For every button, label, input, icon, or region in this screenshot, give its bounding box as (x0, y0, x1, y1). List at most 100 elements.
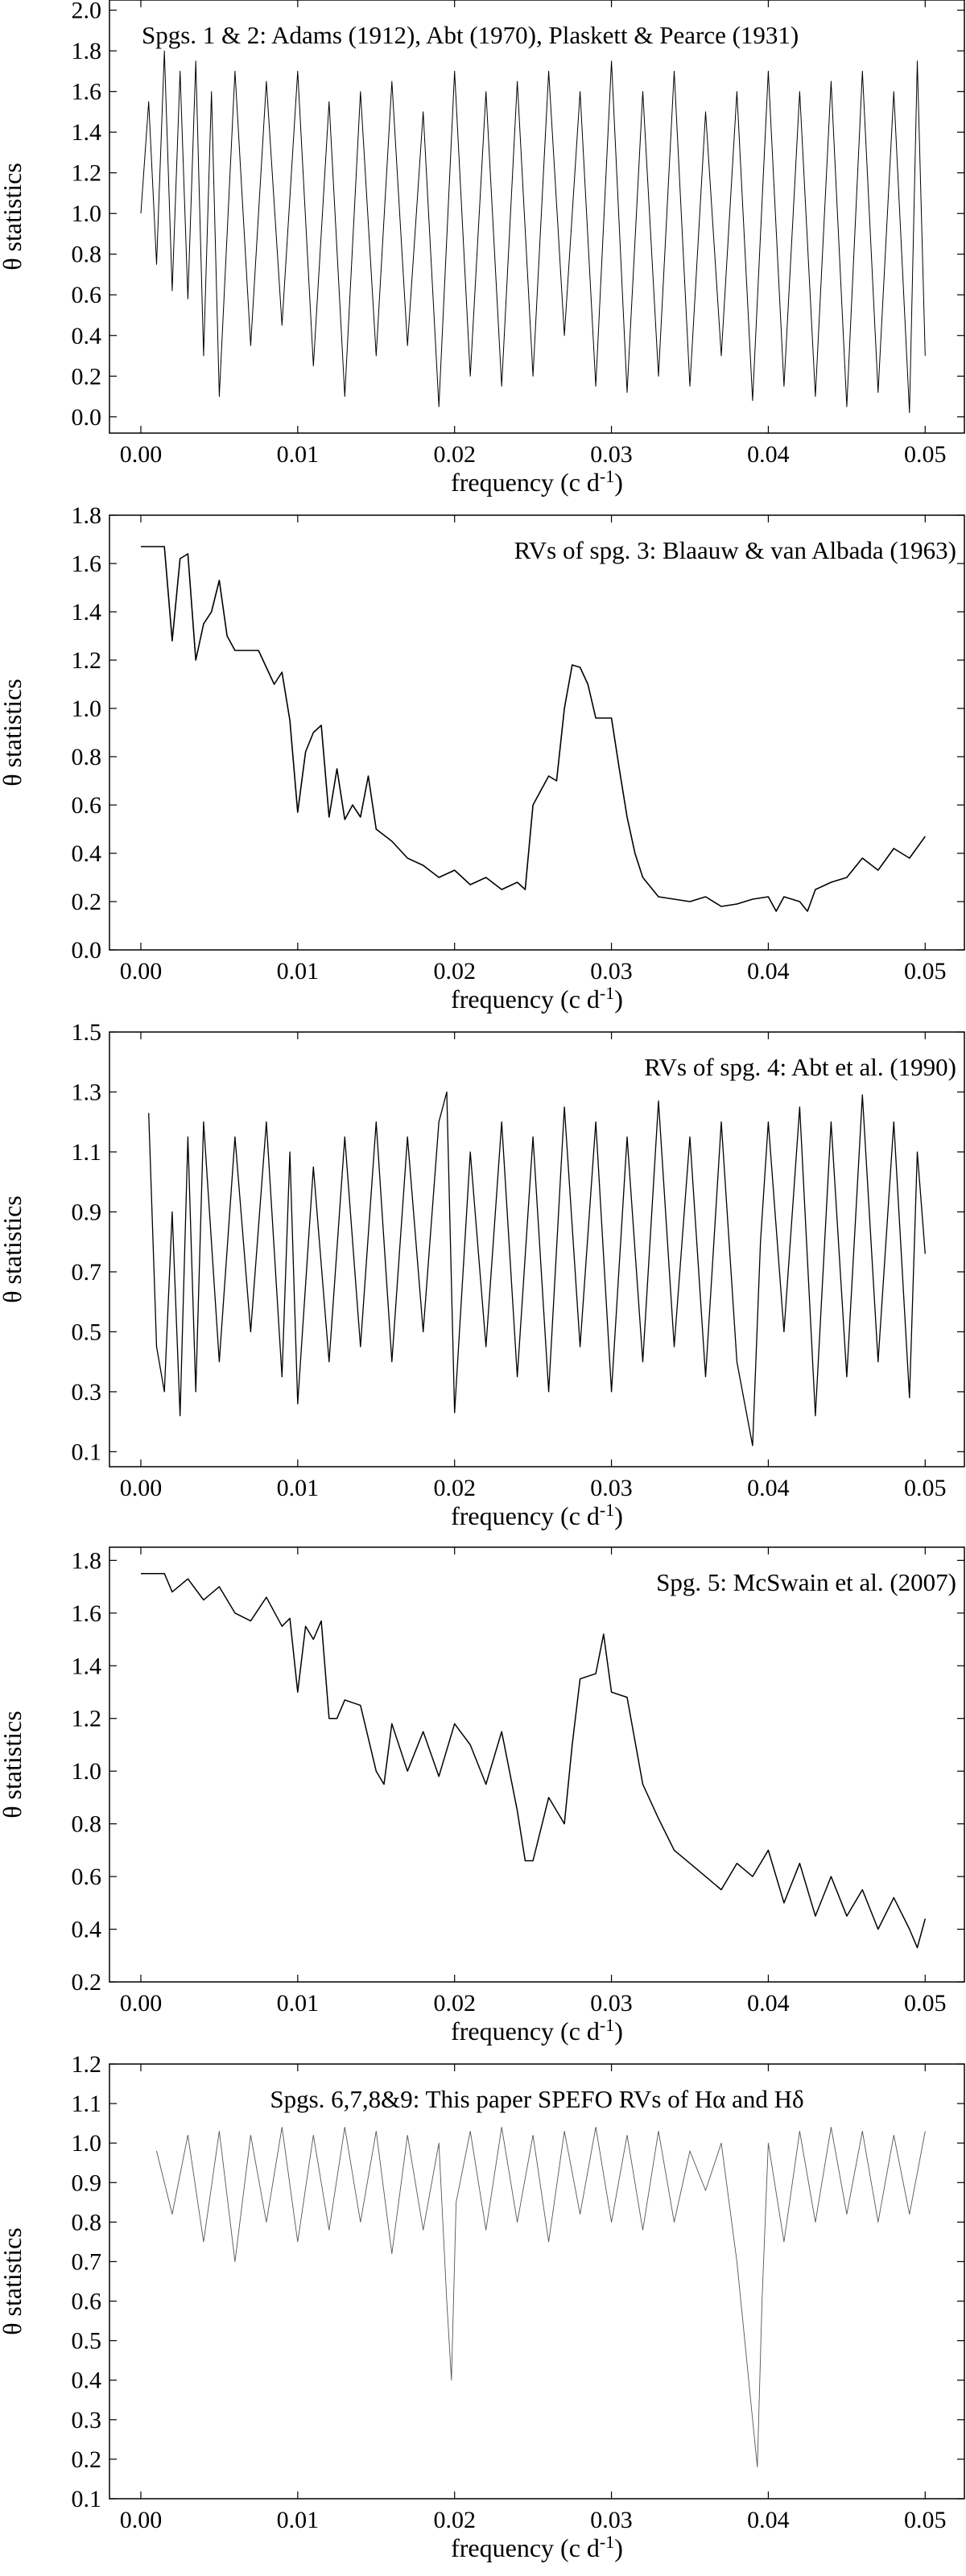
x-tick-label: 0.05 (904, 441, 947, 468)
x-axis-label-close: ) (614, 2533, 623, 2562)
x-tick-label: 0.04 (747, 441, 790, 468)
y-tick-label: 0.3 (72, 2407, 102, 2434)
x-tick-label: 0.00 (120, 441, 163, 468)
plot-frame (109, 1031, 965, 1468)
y-tick-label: 1.2 (72, 160, 102, 187)
x-tick-label: 0.00 (120, 1475, 163, 1501)
x-axis-label-close: ) (614, 2017, 623, 2046)
x-axis-label-main: frequency (c d (451, 985, 600, 1013)
y-tick-label: 0.7 (72, 1259, 102, 1286)
x-axis-label: frequency (c d-1) (451, 983, 623, 1013)
x-axis-label: frequency (c d-1) (451, 1500, 623, 1530)
chart-panel-1: 0.00 0.01 0.02 0.03 0.04 0.05 0.0 0.2 0.4 0.6 0.8 1… (0, 0, 965, 497)
x-tick-label: 0.01 (277, 2507, 320, 2533)
y-tick-label: 0.2 (72, 1969, 102, 1996)
x-axis-label: frequency (c d-1) (451, 2532, 623, 2562)
y-tick-label: 0.1 (72, 2486, 102, 2512)
x-axis-label-main: frequency (c d (451, 2533, 600, 2562)
y-tick-label: 0.6 (72, 1864, 102, 1890)
y-axis-label: θ statistics (0, 2227, 27, 2335)
y-tick-label: 0.9 (72, 2169, 102, 2196)
chart-title: RVs of spg. 4: Abt et al. (1990) (644, 1053, 956, 1081)
x-tick-label: 0.04 (747, 2507, 790, 2533)
plot-frame (109, 514, 965, 951)
y-tick-label: 0.8 (72, 2209, 102, 2235)
x-axis-label-sup: -1 (600, 2532, 614, 2552)
chart-panel-2: 0.00 0.01 0.02 0.03 0.04 0.05 0.0 0.2 0.4 0.6 0.8 1… (0, 502, 965, 1013)
x-tick-label: 0.00 (120, 1990, 163, 2017)
x-axis-label-main: frequency (c d (451, 1501, 600, 1530)
x-tick-label: 0.02 (433, 958, 476, 985)
x-axis-label-close: ) (614, 468, 623, 497)
x-tick-label: 0.02 (433, 2507, 476, 2533)
chart-title: Spg. 5: McSwain et al. (2007) (656, 1568, 956, 1596)
y-tick-label: 1.2 (72, 1706, 102, 1732)
x-tick-label: 0.01 (277, 958, 320, 985)
x-tick-label: 0.05 (904, 2507, 947, 2533)
x-tick-label: 0.00 (120, 2507, 163, 2533)
y-tick-label: 0.8 (72, 242, 102, 268)
y-tick-label: 0.4 (72, 1917, 102, 1943)
x-tick-label: 0.05 (904, 1990, 947, 2017)
y-tick-label: 0.0 (72, 937, 102, 964)
x-axis-label-main: frequency (c d (451, 468, 600, 497)
series-line-1 (141, 1572, 927, 1949)
y-tick-label: 1.0 (72, 200, 102, 227)
y-tick-label: 1.1 (72, 1139, 102, 1166)
plot-frame (109, 2063, 965, 2500)
y-axis-label: θ statistics (0, 679, 27, 786)
x-tick-label: 0.03 (590, 2507, 633, 2533)
chart-panel-5: 0.00 0.01 0.02 0.03 0.04 0.05 0.1 0.2 0.3 0.4 0.5 0… (0, 2051, 965, 2562)
x-axis-label-sup: -1 (600, 466, 614, 486)
y-tick-label: 1.6 (72, 551, 102, 577)
x-tick-label: 0.04 (747, 958, 790, 985)
y-tick-label: 1.8 (72, 38, 102, 64)
series-line-1 (156, 2127, 926, 2468)
x-axis-label: frequency (c d-1) (451, 2015, 623, 2046)
x-tick-label: 0.03 (590, 441, 633, 468)
y-tick-label: 0.2 (72, 363, 102, 390)
y-tick-label: 1.4 (72, 599, 102, 625)
x-tick-label: 0.03 (590, 1475, 633, 1501)
series-line-1 (140, 50, 926, 414)
chart-title: Spgs. 6,7,8&9: This paper SPEFO RVs of H… (270, 2085, 803, 2113)
x-tick-label: 0.04 (747, 1475, 790, 1501)
x-axis-label-sup: -1 (600, 1500, 614, 1520)
x-axis-label-sup: -1 (600, 2015, 614, 2035)
y-tick-label: 0.5 (72, 2328, 102, 2355)
x-tick-label: 0.02 (433, 441, 476, 468)
y-tick-label: 0.3 (72, 1379, 102, 1406)
y-tick-label: 1.5 (72, 1019, 102, 1046)
y-tick-label: 1.6 (72, 1600, 102, 1627)
x-tick-label: 0.01 (277, 1990, 320, 2017)
y-tick-label: 0.5 (72, 1319, 102, 1345)
y-tick-label: 0.4 (72, 323, 102, 349)
y-axis-label: θ statistics (0, 1195, 27, 1303)
y-tick-label: 0.1 (72, 1439, 102, 1465)
chart-panel-4: 0.00 0.01 0.02 0.03 0.04 0.05 0.2 0.4 0.6 0.8 1.0 1… (0, 1546, 965, 2046)
y-tick-label: 1.0 (72, 1758, 102, 1785)
x-tick-label: 0.01 (277, 1475, 320, 1501)
y-tick-label: 0.9 (72, 1199, 102, 1225)
y-axis-label: θ statistics (0, 1711, 27, 1818)
y-tick-label: 0.2 (72, 889, 102, 915)
series-line-1 (141, 546, 926, 912)
y-tick-label: 0.6 (72, 792, 102, 819)
y-tick-label: 1.4 (72, 1653, 102, 1679)
x-tick-label: 0.01 (277, 441, 320, 468)
y-tick-label: 0.6 (72, 2289, 102, 2315)
x-tick-label: 0.00 (120, 958, 163, 985)
y-axis-label: θ statistics (0, 163, 27, 270)
x-tick-label: 0.02 (433, 1990, 476, 2017)
x-tick-label: 0.03 (590, 958, 633, 985)
x-axis-label-main: frequency (c d (451, 2017, 600, 2046)
y-tick-label: 1.8 (72, 1547, 102, 1574)
y-tick-label: 0.4 (72, 2368, 102, 2394)
series-line-1 (148, 1091, 926, 1447)
y-tick-label: 1.8 (72, 502, 102, 529)
y-tick-label: 0.7 (72, 2248, 102, 2275)
chart-panel-3: 0.00 0.01 0.02 0.03 0.04 0.05 0.1 0.3 0.5 0.7 0.9 1… (0, 1019, 965, 1530)
y-tick-label: 0.4 (72, 840, 102, 867)
y-tick-label: 0.0 (72, 404, 102, 431)
